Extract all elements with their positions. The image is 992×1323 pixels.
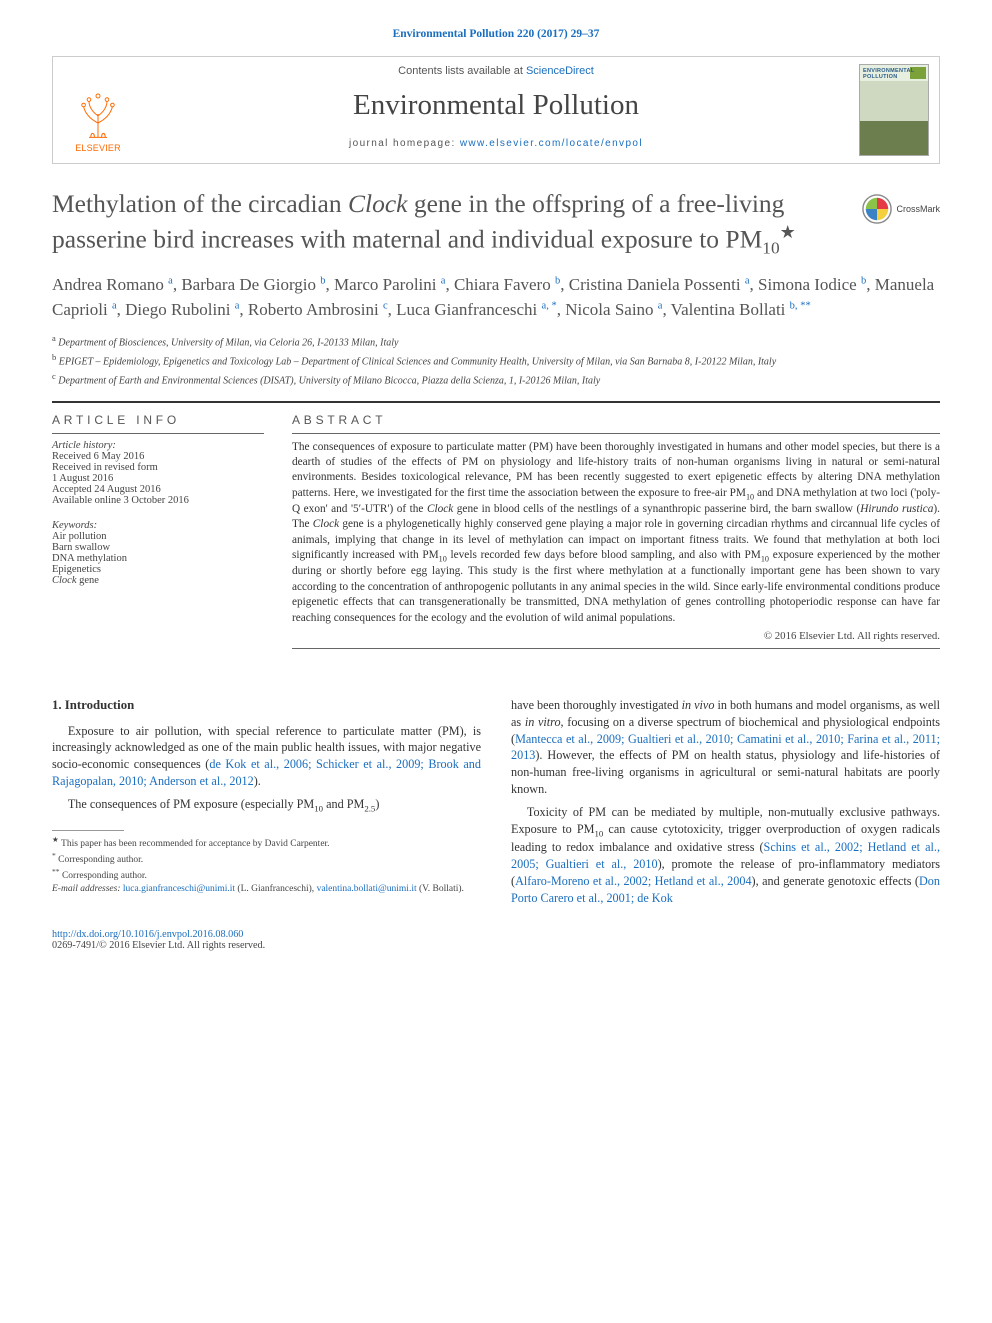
sciencedirect-link[interactable]: ScienceDirect <box>526 65 594 77</box>
journal-reference: Environmental Pollution 220 (2017) 29–37 <box>52 28 940 40</box>
body-paragraph: The consequences of PM exposure (especia… <box>52 796 481 815</box>
crossmark-icon <box>862 194 892 224</box>
copyright-line: © 2016 Elsevier Ltd. All rights reserved… <box>292 630 940 642</box>
history-line: Accepted 24 August 2016 <box>52 484 264 495</box>
footnote-emails: E-mail addresses: luca.gianfranceschi@un… <box>52 883 481 896</box>
divider <box>52 401 940 403</box>
footnote-corr1: * Corresponding author. <box>52 851 481 867</box>
divider <box>292 648 940 649</box>
homepage-link[interactable]: www.elsevier.com/locate/envpol <box>460 138 643 149</box>
journal-homepage: journal homepage: www.elsevier.com/locat… <box>143 138 849 149</box>
article-info-column: ARTICLE INFO Article history: Received 6… <box>52 413 264 655</box>
author-list: Andrea Romano a, Barbara De Giorgio b, M… <box>52 273 940 322</box>
footnote-star: ★ This paper has been recommended for ac… <box>52 835 481 851</box>
footnote-corr2: ** Corresponding author. <box>52 867 481 883</box>
section-heading: 1. Introduction <box>52 697 481 715</box>
keyword: Air pollution <box>52 531 264 542</box>
keyword: Epigenetics <box>52 564 264 575</box>
divider <box>52 433 264 434</box>
history-line: Available online 3 October 2016 <box>52 495 264 506</box>
publisher-name: ELSEVIER <box>75 143 121 153</box>
history-label: Article history: <box>52 440 264 451</box>
abstract-text: The consequences of exposure to particul… <box>292 440 940 626</box>
elsevier-tree-icon <box>71 87 125 141</box>
history-line: 1 August 2016 <box>52 473 264 484</box>
doi-link[interactable]: http://dx.doi.org/10.1016/j.envpol.2016.… <box>52 929 243 940</box>
body-right-column: have been thoroughly investigated in viv… <box>511 697 940 913</box>
footnote-rule <box>52 830 124 831</box>
affiliation: a Department of Biosciences, University … <box>52 333 940 350</box>
keyword: DNA methylation <box>52 553 264 564</box>
body-paragraph: Toxicity of PM can be mediated by multip… <box>511 804 940 907</box>
body-paragraph: Exposure to air pollution, with special … <box>52 723 481 790</box>
publisher-logo: ELSEVIER <box>53 57 143 163</box>
body-left-column: 1. Introduction Exposure to air pollutio… <box>52 697 481 913</box>
journal-name: Environmental Pollution <box>143 89 849 122</box>
contents-line: Contents lists available at ScienceDirec… <box>143 65 849 77</box>
affiliation: b EPIGET – Epidemiology, Epigenetics and… <box>52 352 940 369</box>
keywords-label: Keywords: <box>52 520 264 531</box>
journal-header: ELSEVIER Contents lists available at Sci… <box>52 56 940 164</box>
issn-copyright: 0269-7491/© 2016 Elsevier Ltd. All right… <box>52 940 940 951</box>
history-line: Received 6 May 2016 <box>52 451 264 462</box>
keyword: Clock gene <box>52 575 264 586</box>
abstract-column: ABSTRACT The consequences of exposure to… <box>292 413 940 655</box>
crossmark-badge[interactable]: CrossMark <box>862 194 940 224</box>
divider <box>292 433 940 434</box>
history-line: Received in revised form <box>52 462 264 473</box>
abstract-heading: ABSTRACT <box>292 413 940 427</box>
journal-cover: ENVIRONMENTAL POLLUTION <box>849 57 939 163</box>
article-info-heading: ARTICLE INFO <box>52 413 264 427</box>
doi-block: http://dx.doi.org/10.1016/j.envpol.2016.… <box>52 929 940 951</box>
affiliation: c Department of Earth and Environmental … <box>52 371 940 388</box>
keyword: Barn swallow <box>52 542 264 553</box>
paper-title: Methylation of the circadian Clock gene … <box>52 188 850 259</box>
body-paragraph: have been thoroughly investigated in viv… <box>511 697 940 798</box>
